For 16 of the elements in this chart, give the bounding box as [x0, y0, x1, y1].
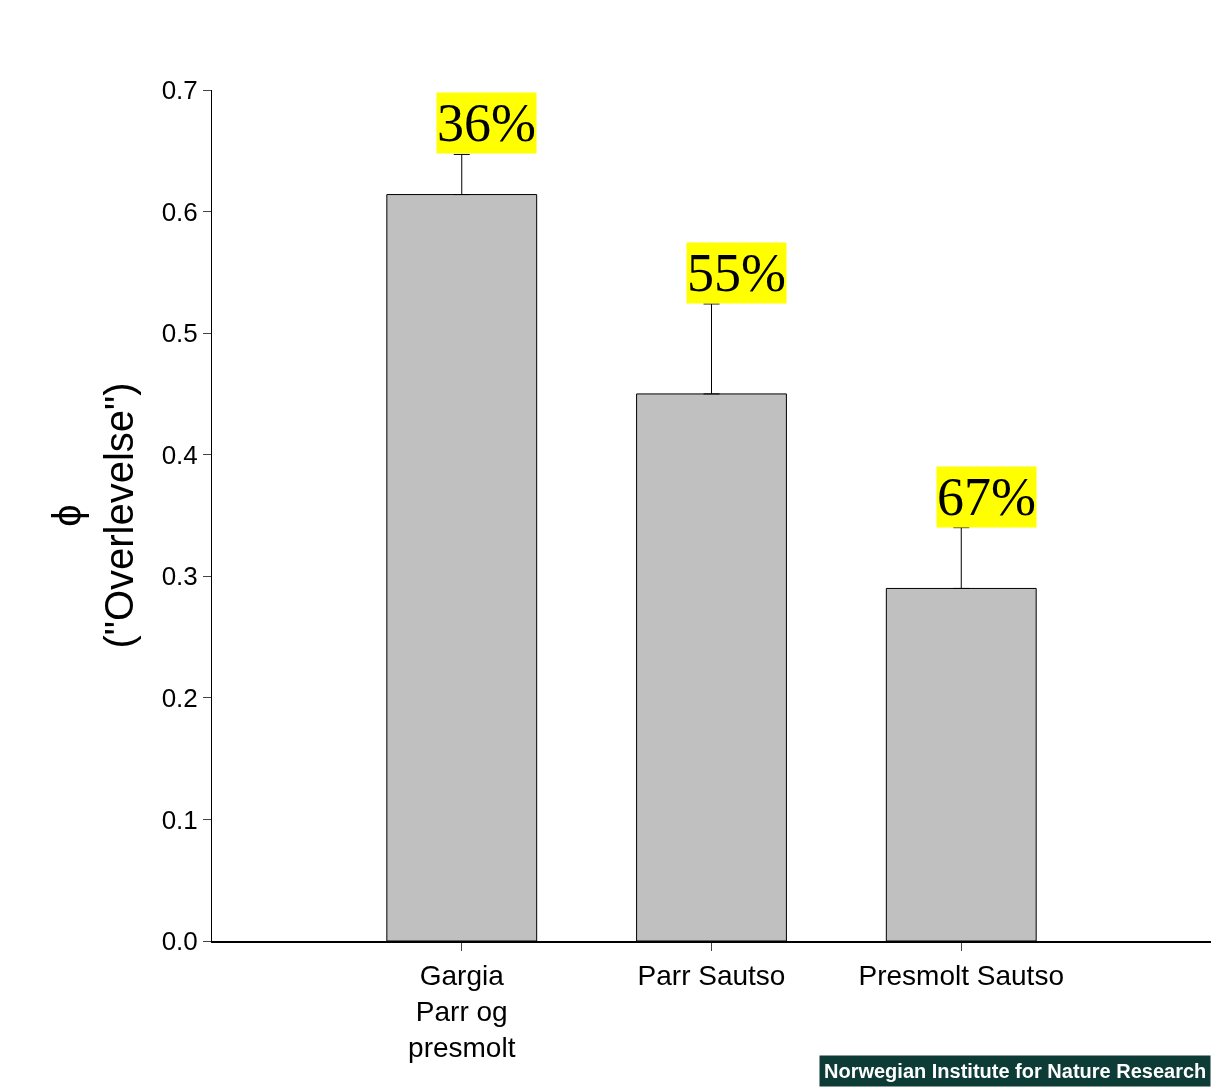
- y-tick-label: 0.4: [161, 439, 198, 470]
- y-axis-title: ϕ ("Overlevelse"): [45, 382, 142, 649]
- annotation: 67%: [937, 467, 1036, 527]
- annotation: 36%: [437, 93, 536, 153]
- text: Norwegian Institute for Nature Research: [824, 1060, 1207, 1082]
- y-tick-label: 0.1: [161, 804, 198, 835]
- x-tick-label: Presmolt Sautso: [858, 959, 1064, 991]
- x-tick-label: Gargia Parr og presmolt: [408, 959, 516, 1064]
- y-tick-label: 0.3: [161, 561, 198, 592]
- y-tick-label: 0.5: [161, 318, 198, 349]
- y-tick-label: 0.0: [161, 926, 198, 957]
- y-tick-label: 0.2: [161, 682, 198, 713]
- x-tick-label: Parr Sautso: [637, 959, 786, 991]
- annotation: 55%: [687, 243, 786, 303]
- y-tick-label: 0.6: [161, 196, 198, 227]
- y-tick-label: 0.7: [161, 75, 198, 106]
